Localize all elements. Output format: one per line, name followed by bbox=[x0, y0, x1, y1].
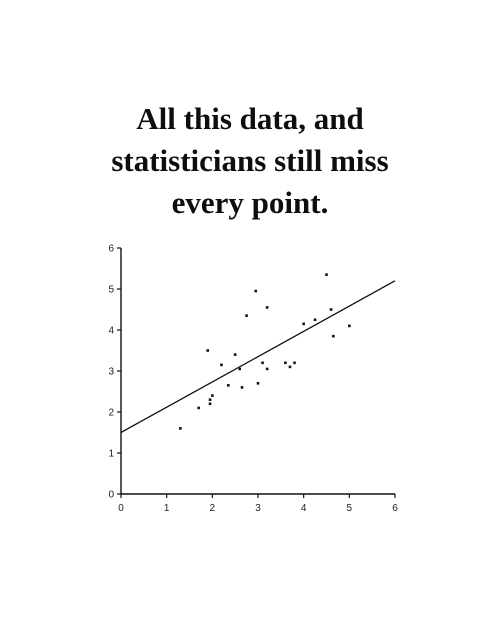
y-tick-label: 6 bbox=[108, 244, 114, 255]
axes bbox=[120, 248, 395, 495]
x-tick-label: 5 bbox=[347, 503, 353, 514]
data-point bbox=[245, 314, 248, 317]
data-point bbox=[238, 367, 242, 371]
y-tick-label: 0 bbox=[108, 490, 114, 501]
x-tick-label: 3 bbox=[255, 503, 261, 514]
data-point bbox=[220, 363, 223, 367]
title-line-1: All this data, and bbox=[136, 101, 364, 136]
data-point bbox=[329, 308, 333, 311]
chart-title: All this data, and statisticians still m… bbox=[0, 98, 500, 224]
data-point bbox=[288, 365, 292, 369]
data-point bbox=[348, 324, 351, 328]
data-point bbox=[208, 398, 212, 401]
title-line-3: every point. bbox=[171, 185, 329, 220]
ticks: 0 1 2 3 4 5 6 0 1 2 3 4 5 6 bbox=[108, 244, 398, 515]
data-point bbox=[261, 361, 264, 365]
data-point bbox=[256, 382, 260, 385]
data-point bbox=[313, 318, 317, 322]
y-tick-label: 1 bbox=[108, 449, 114, 460]
data-point bbox=[211, 394, 214, 397]
data-point bbox=[227, 384, 230, 387]
data-point bbox=[233, 353, 237, 356]
x-tick-label: 4 bbox=[301, 503, 307, 514]
data-point bbox=[179, 427, 182, 430]
x-tick-label: 2 bbox=[210, 503, 216, 514]
x-tick-label: 0 bbox=[118, 503, 124, 514]
y-tick-label: 2 bbox=[108, 408, 114, 419]
y-tick-label: 5 bbox=[108, 285, 114, 296]
data-point bbox=[265, 306, 269, 309]
y-tick-label: 4 bbox=[108, 326, 114, 337]
data-point bbox=[332, 334, 335, 338]
data-point bbox=[240, 386, 244, 389]
data-points bbox=[179, 273, 351, 430]
x-tick-label: 6 bbox=[392, 503, 398, 514]
title-line-2: statisticians still miss bbox=[111, 143, 389, 178]
data-point bbox=[302, 322, 305, 326]
data-point bbox=[284, 361, 287, 365]
data-point bbox=[293, 361, 296, 365]
x-tick-label: 1 bbox=[164, 503, 170, 514]
y-tick-label: 3 bbox=[108, 367, 114, 378]
data-point bbox=[206, 349, 210, 352]
data-point bbox=[265, 367, 269, 371]
data-point bbox=[208, 402, 212, 406]
data-point bbox=[197, 406, 200, 410]
fit-line-group bbox=[120, 280, 396, 434]
data-point bbox=[254, 289, 258, 293]
regression-line bbox=[120, 280, 396, 434]
data-point bbox=[325, 273, 328, 276]
